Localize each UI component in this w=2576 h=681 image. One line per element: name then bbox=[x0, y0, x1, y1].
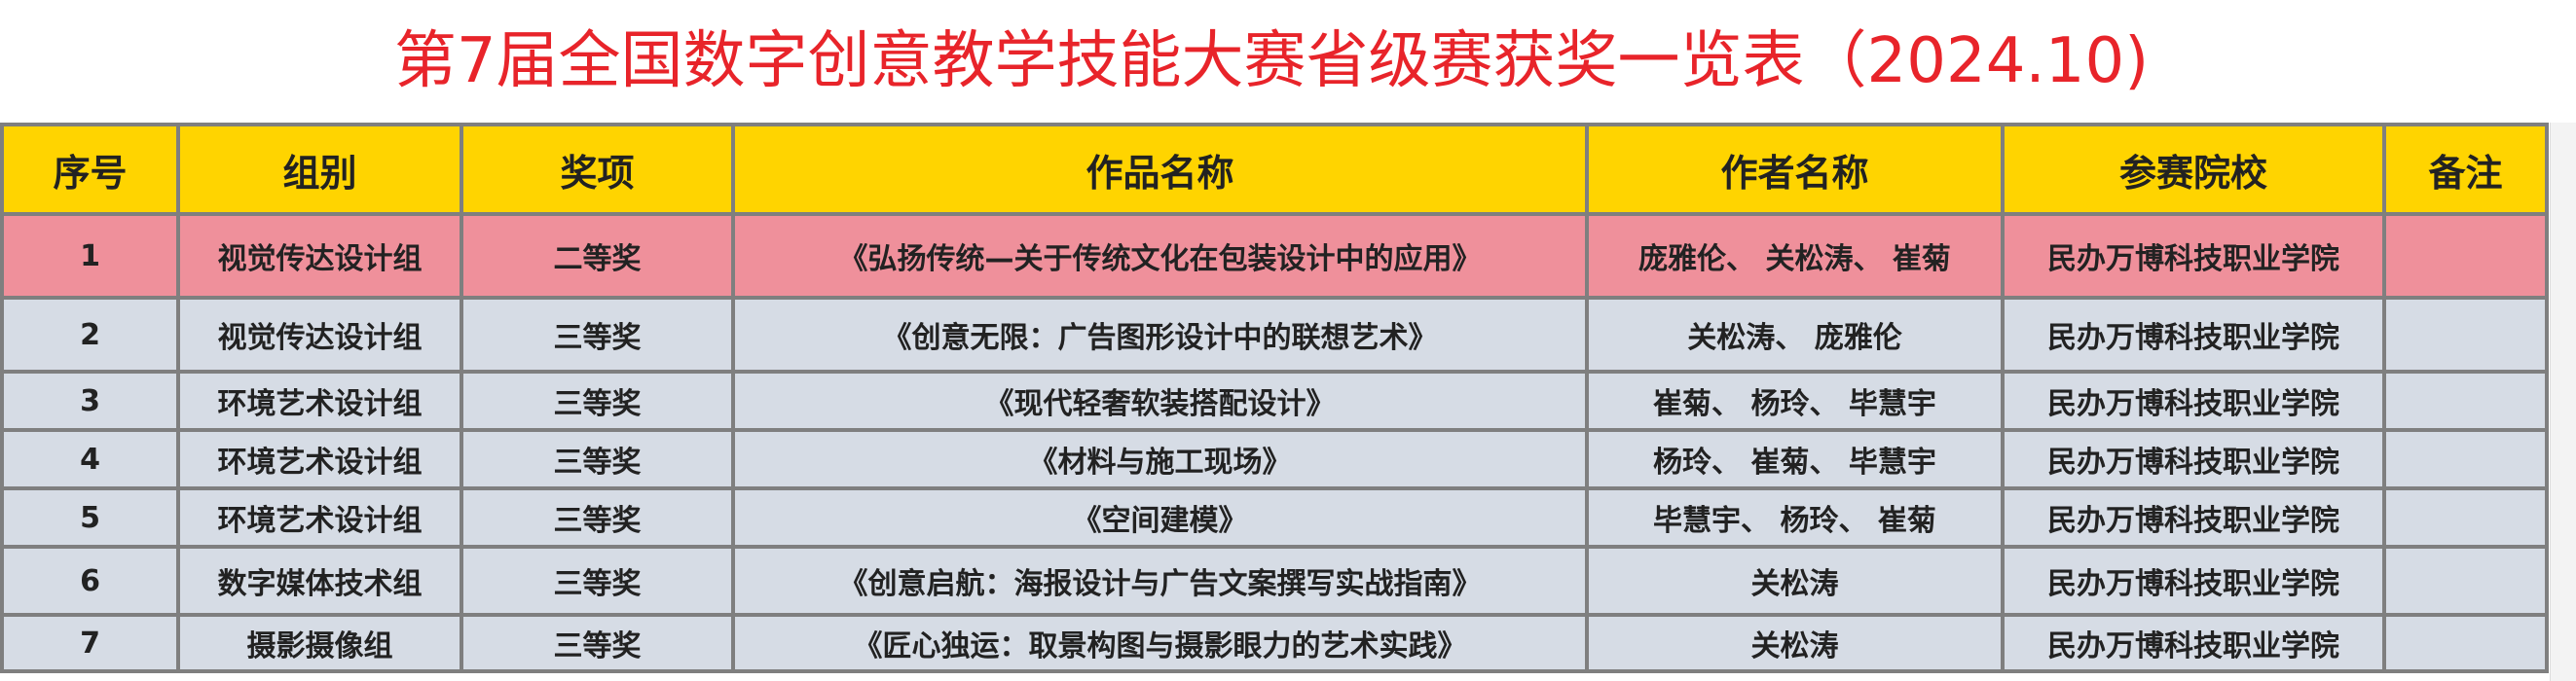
header-group: 组别 bbox=[176, 123, 463, 216]
header-notes: 备注 bbox=[2382, 123, 2549, 216]
cell-group: 环境艺术设计组 bbox=[176, 428, 463, 490]
table-header-row: 序号 组别 奖项 作品名称 作者名称 参赛院校 备注 bbox=[0, 123, 2549, 216]
cell-index: 2 bbox=[0, 296, 180, 374]
table-row: 4 环境艺术设计组 三等奖 《材料与施工现场》 杨玲、 崔菊、 毕慧宇 民办万博科技职业学… bbox=[0, 428, 2549, 490]
cell-school: 民办万博科技职业学院 bbox=[2001, 296, 2386, 374]
cell-notes bbox=[2382, 428, 2549, 490]
cell-school: 民办万博科技职业学院 bbox=[2001, 545, 2386, 617]
cell-award: 三等奖 bbox=[460, 545, 735, 617]
table-row: 6 数字媒体技术组 三等奖 《创意启航：海报设计与广告文案撰写实战指南》 关松涛 民办万博… bbox=[0, 545, 2549, 617]
cell-group: 数字媒体技术组 bbox=[176, 545, 463, 617]
cell-authors: 毕慧宇、 杨玲、 崔菊 bbox=[1585, 486, 2005, 549]
cell-award: 三等奖 bbox=[460, 428, 735, 490]
cell-authors: 杨玲、 崔菊、 毕慧宇 bbox=[1585, 428, 2005, 490]
cell-group: 摄影摄像组 bbox=[176, 613, 463, 673]
header-authors: 作者名称 bbox=[1585, 123, 2005, 216]
cell-authors: 庞雅伦、 关松涛、 崔菊 bbox=[1585, 212, 2005, 300]
cell-authors: 关松涛、 庞雅伦 bbox=[1585, 296, 2005, 374]
table-row: 1 视觉传达设计组 二等奖 《弘扬传统—关于传统文化在包装设计中的应用》 庞雅伦、 关松… bbox=[0, 212, 2549, 300]
cell-authors: 崔菊、 杨玲、 毕慧宇 bbox=[1585, 370, 2005, 432]
cell-notes bbox=[2382, 370, 2549, 432]
cell-index: 5 bbox=[0, 486, 180, 549]
page-title: 第7届全国数字创意教学技能大赛省级赛获奖一览表（2024.10) bbox=[393, 25, 2150, 97]
cell-authors: 关松涛 bbox=[1585, 545, 2005, 617]
cell-school: 民办万博科技职业学院 bbox=[2001, 486, 2386, 549]
cell-award: 三等奖 bbox=[460, 296, 735, 374]
cell-notes bbox=[2382, 212, 2549, 300]
cell-work-title: 《现代轻奢软装搭配设计》 bbox=[731, 370, 1589, 432]
cell-award: 三等奖 bbox=[460, 613, 735, 673]
table-row: 3 环境艺术设计组 三等奖 《现代轻奢软装搭配设计》 崔菊、 杨玲、 毕慧宇 民办万博科技… bbox=[0, 370, 2549, 432]
cell-work-title: 《空间建模》 bbox=[731, 486, 1589, 549]
cell-work-title: 《弘扬传统—关于传统文化在包装设计中的应用》 bbox=[731, 212, 1589, 300]
cell-index: 3 bbox=[0, 370, 180, 432]
cell-group: 视觉传达设计组 bbox=[176, 296, 463, 374]
cell-work-title: 《匠心独运：取景构图与摄影眼力的艺术实践》 bbox=[731, 613, 1589, 673]
table-row: 7 摄影摄像组 三等奖 《匠心独运：取景构图与摄影眼力的艺术实践》 关松涛 民办万博科技职… bbox=[0, 613, 2549, 673]
header-school: 参赛院校 bbox=[2001, 123, 2386, 216]
cell-group: 视觉传达设计组 bbox=[176, 212, 463, 300]
cell-award: 三等奖 bbox=[460, 486, 735, 549]
table-row: 2 视觉传达设计组 三等奖 《创意无限：广告图形设计中的联想艺术》 关松涛、 庞雅伦 民办… bbox=[0, 296, 2549, 374]
vertical-scrollbar[interactable] bbox=[2550, 123, 2576, 681]
cell-notes bbox=[2382, 613, 2549, 673]
cell-school: 民办万博科技职业学院 bbox=[2001, 428, 2386, 490]
cell-group: 环境艺术设计组 bbox=[176, 486, 463, 549]
awards-table: 序号 组别 奖项 作品名称 作者名称 参赛院校 备注 1 视觉传达设计组 二等奖 《弘… bbox=[0, 123, 2549, 673]
cell-notes bbox=[2382, 486, 2549, 549]
cell-award: 三等奖 bbox=[460, 370, 735, 432]
cell-school: 民办万博科技职业学院 bbox=[2001, 370, 2386, 432]
cell-index: 1 bbox=[0, 212, 180, 300]
cell-school: 民办万博科技职业学院 bbox=[2001, 613, 2386, 673]
cell-index: 7 bbox=[0, 613, 180, 673]
cell-work-title: 《创意启航：海报设计与广告文案撰写实战指南》 bbox=[731, 545, 1589, 617]
cell-index: 6 bbox=[0, 545, 180, 617]
cell-group: 环境艺术设计组 bbox=[176, 370, 463, 432]
cell-index: 4 bbox=[0, 428, 180, 490]
cell-school: 民办万博科技职业学院 bbox=[2001, 212, 2386, 300]
cell-notes bbox=[2382, 296, 2549, 374]
cell-authors: 关松涛 bbox=[1585, 613, 2005, 673]
header-work-title: 作品名称 bbox=[731, 123, 1589, 216]
cell-work-title: 《创意无限：广告图形设计中的联想艺术》 bbox=[731, 296, 1589, 374]
cell-notes bbox=[2382, 545, 2549, 617]
cell-award: 二等奖 bbox=[460, 212, 735, 300]
table-row: 5 环境艺术设计组 三等奖 《空间建模》 毕慧宇、 杨玲、 崔菊 民办万博科技职业学院 bbox=[0, 486, 2549, 549]
header-index: 序号 bbox=[0, 123, 180, 216]
cell-work-title: 《材料与施工现场》 bbox=[731, 428, 1589, 490]
header-award: 奖项 bbox=[460, 123, 735, 216]
